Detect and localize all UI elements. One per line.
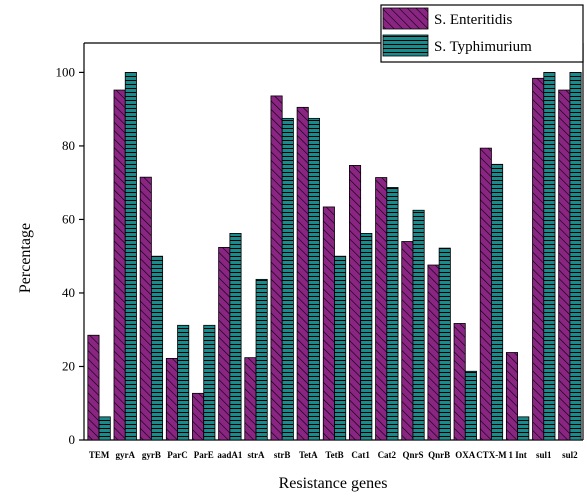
bar-typhimurium-strb xyxy=(281,117,294,441)
bar-typhimurium-qnrb xyxy=(438,247,451,441)
y-tick-label: 40 xyxy=(62,285,75,300)
x-tick-label: strA xyxy=(248,450,265,460)
x-tick-label: ParC xyxy=(167,450,188,460)
x-tick-label: TEM xyxy=(89,450,110,460)
bar-typhimurium-sul1 xyxy=(543,72,556,441)
bar-enteritidis-qnrb xyxy=(427,264,440,441)
bar-enteritidis-sul1 xyxy=(532,77,545,441)
bar-typhimurium-stra xyxy=(255,278,268,441)
y-tick-label: 100 xyxy=(56,64,76,79)
bar-enteritidis-ctx-m xyxy=(479,147,492,441)
bars xyxy=(87,72,582,441)
x-tick-label: CTX-M xyxy=(476,450,507,460)
bar-enteritidis-gyrb xyxy=(139,176,152,441)
x-tick-label: sul1 xyxy=(536,450,552,460)
x-tick-label: OXA xyxy=(455,450,476,460)
bar-typhimurium-cat2 xyxy=(386,187,399,441)
y-axis-ticks: 0 20 40 60 80 100 xyxy=(56,64,84,447)
legend-swatch-typhimurium xyxy=(382,34,429,57)
bar-enteritidis-cat1 xyxy=(349,165,362,441)
x-tick-label: QnrB xyxy=(428,450,450,460)
x-tick-label: Cat1 xyxy=(351,450,370,460)
bar-enteritidis-tetb xyxy=(322,206,335,441)
x-axis-tick-labels: TEM gyrA gyrB ParC ParE aadA1 strA strB TetA TetB… xyxy=(89,450,578,460)
x-tick-label: QnrS xyxy=(402,450,423,460)
x-tick-label: ParE xyxy=(194,450,214,460)
legend-label-enteritidis: S. Enteritidis xyxy=(434,12,512,28)
bar-enteritidis-strb xyxy=(270,95,283,441)
x-tick-label: 1 Int xyxy=(508,450,526,460)
x-tick-label: TetB xyxy=(325,450,343,460)
bar-enteritidis-gyra xyxy=(113,89,126,441)
x-tick-label: strB xyxy=(274,450,291,460)
bar-typhimurium-gyra xyxy=(124,72,137,441)
bar-typhimurium-ctx-m xyxy=(491,163,504,441)
x-tick-label: gyrA xyxy=(115,450,135,460)
y-tick-label: 60 xyxy=(62,211,75,226)
bar-enteritidis-stra xyxy=(244,357,257,441)
bar-typhimurium-1-int xyxy=(517,416,530,441)
legend-label-typhimurium: S. Typhimurium xyxy=(434,39,532,55)
x-tick-label: Cat2 xyxy=(378,450,397,460)
bar-typhimurium-teta xyxy=(307,117,320,441)
bar-enteritidis-parc xyxy=(165,357,178,441)
x-tick-label: aadA1 xyxy=(217,450,243,460)
y-tick-label: 80 xyxy=(62,138,75,153)
bar-typhimurium-oxa xyxy=(464,370,477,441)
bar-typhimurium-tem xyxy=(98,416,111,441)
bar-enteritidis-1-int xyxy=(505,352,519,441)
bar-enteritidis-cat2 xyxy=(375,177,388,441)
x-axis-title: Resistance genes xyxy=(279,475,388,492)
bar-enteritidis-sul2 xyxy=(558,89,571,441)
y-tick-label: 0 xyxy=(69,432,76,447)
bar-enteritidis-tem xyxy=(87,334,100,441)
bar-enteritidis-teta xyxy=(296,106,309,441)
bar-typhimurium-parc xyxy=(177,324,190,441)
bar-enteritidis-oxa xyxy=(453,323,466,441)
y-axis-title: Percentage xyxy=(17,223,34,293)
bar-typhimurium-pare xyxy=(203,324,216,441)
bar-enteritidis-qnrs xyxy=(401,241,414,441)
x-tick-label: sul2 xyxy=(562,450,578,460)
bar-enteritidis-aada1 xyxy=(218,246,231,441)
bar-typhimurium-aada1 xyxy=(229,233,242,441)
bar-typhimurium-cat1 xyxy=(360,233,373,441)
legend-swatch-enteritidis xyxy=(382,7,429,30)
x-tick-label: TetA xyxy=(299,450,318,460)
legend: S. Enteritidis S. Typhimurium xyxy=(380,4,584,63)
y-tick-label: 20 xyxy=(62,358,75,373)
bar-typhimurium-gyrb xyxy=(150,255,164,441)
bar-enteritidis-pare xyxy=(192,392,205,441)
bar-typhimurium-qnrs xyxy=(412,209,425,441)
bar-typhimurium-tetb xyxy=(334,255,347,441)
bar-typhimurium-sul2 xyxy=(569,72,582,441)
x-tick-label: gyrB xyxy=(142,450,161,460)
